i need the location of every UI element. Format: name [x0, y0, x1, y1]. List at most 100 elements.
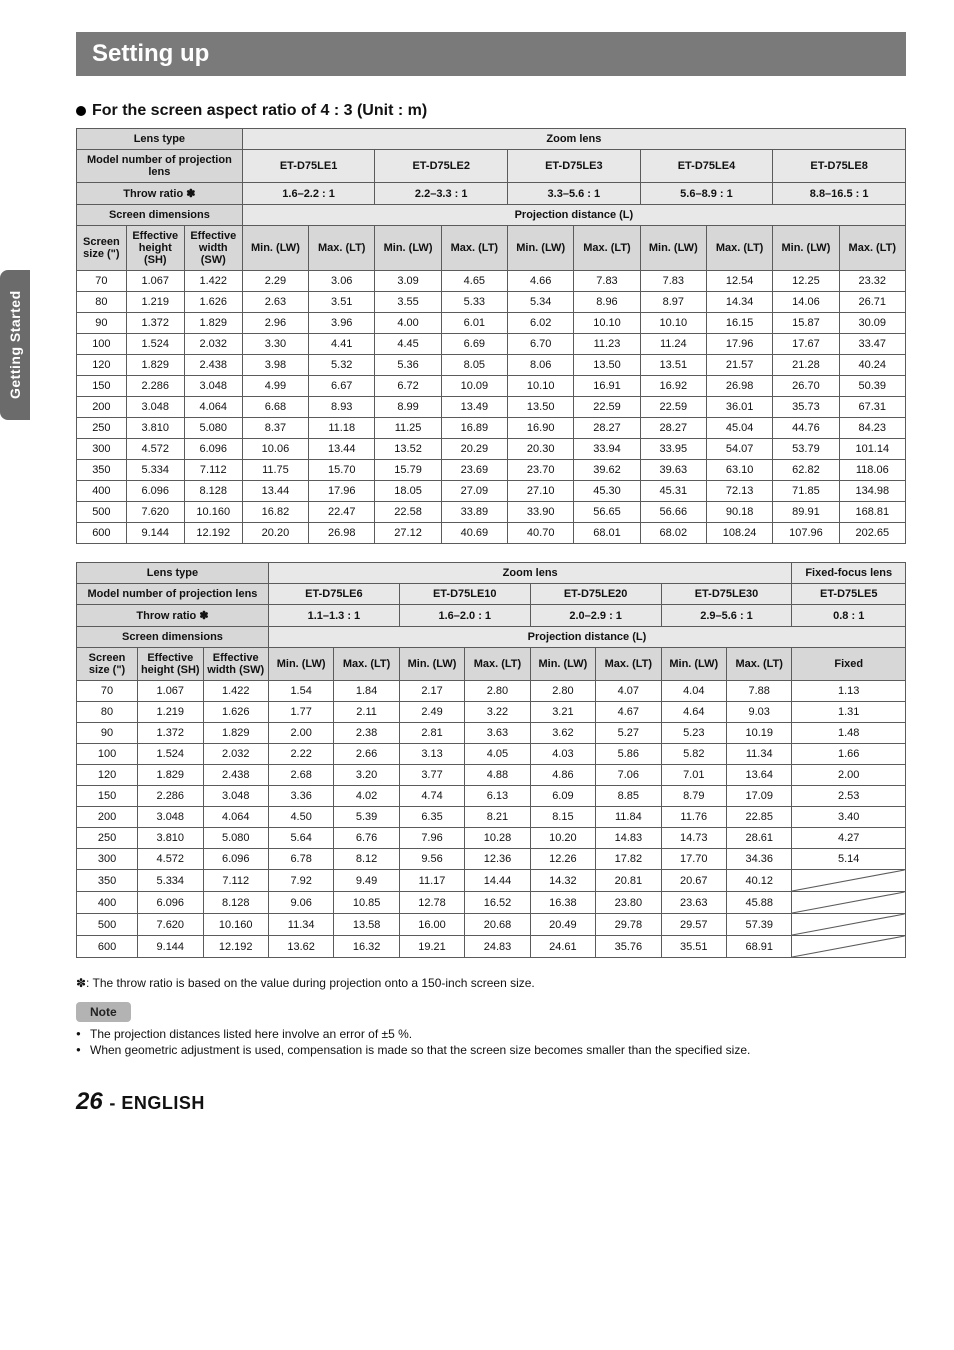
table-cell: 18.05	[375, 481, 441, 502]
table-row: 2003.0484.0644.505.396.358.218.1511.8411…	[77, 807, 906, 828]
table-cell: 1.829	[126, 355, 184, 376]
table-cell: 4.03	[530, 744, 595, 765]
table-cell: 13.44	[242, 481, 308, 502]
table-cell: 63.10	[706, 460, 772, 481]
throw-ratio: 1.1–1.3 : 1	[268, 605, 399, 627]
table-cell: 2.68	[268, 765, 333, 786]
table-cell: 23.80	[596, 892, 661, 914]
table-cell: 26.98	[309, 523, 375, 544]
table-cell: 29.78	[596, 914, 661, 936]
table-cell: 1.77	[268, 702, 333, 723]
table-cell: 14.32	[530, 870, 595, 892]
table-cell: 29.57	[661, 914, 726, 936]
table-cell: 4.41	[309, 334, 375, 355]
lens-type-header: Lens type	[77, 563, 269, 584]
table-row: 701.0671.4222.293.063.094.654.667.837.83…	[77, 271, 906, 292]
table-cell: 2.22	[268, 744, 333, 765]
table-cell: 50.39	[839, 376, 905, 397]
table-cell: 7.01	[661, 765, 726, 786]
table-row: 1502.2863.0483.364.024.746.136.098.858.7…	[77, 786, 906, 807]
page-number: 26 - ENGLISH	[76, 1088, 906, 1116]
eff-width-header: Effective width (SW)	[203, 648, 268, 681]
table-row: 6009.14412.19213.6216.3219.2124.8324.613…	[77, 936, 906, 958]
table-cell: 1.829	[138, 765, 203, 786]
table-cell: 11.34	[727, 744, 792, 765]
table-cell: 8.21	[465, 807, 530, 828]
table-cell: 4.572	[138, 849, 203, 870]
table-cell: 13.51	[640, 355, 706, 376]
min-lw-header: Min. (LW)	[268, 648, 333, 681]
table-cell: 33.94	[574, 439, 640, 460]
table-cell: 26.70	[773, 376, 839, 397]
table-cell: 11.18	[309, 418, 375, 439]
table-cell: 7.88	[727, 681, 792, 702]
table-row: 5007.62010.16016.8222.4722.5833.8933.905…	[77, 502, 906, 523]
table-cell: 3.21	[530, 702, 595, 723]
table-cell: 108.24	[706, 523, 772, 544]
table-cell: 14.06	[773, 292, 839, 313]
table-cell: 68.02	[640, 523, 706, 544]
table-cell: 2.286	[126, 376, 184, 397]
table-cell: 7.112	[184, 460, 242, 481]
table-cell: 5.39	[334, 807, 399, 828]
table-cell: 7.83	[640, 271, 706, 292]
table-cell: 5.080	[203, 828, 268, 849]
table-cell: 26.98	[706, 376, 772, 397]
side-tab: Getting Started	[0, 270, 30, 420]
table-cell: 12.192	[184, 523, 242, 544]
table-cell: 17.82	[596, 849, 661, 870]
min-lw-header: Min. (LW)	[661, 648, 726, 681]
model-number-header: Model number of projection lens	[77, 150, 243, 183]
page: Getting Started Setting up For the scree…	[0, 0, 954, 1156]
table-cell: 1.84	[334, 681, 399, 702]
note-list: The projection distances listed here inv…	[76, 1026, 906, 1058]
table-cell: 350	[77, 870, 138, 892]
table-cell: 1.626	[184, 292, 242, 313]
screen-dim-header: Screen dimensions	[77, 205, 243, 226]
lens-table-2: Lens type Zoom lens Fixed-focus lens Mod…	[76, 562, 906, 958]
table-cell: 3.62	[530, 723, 595, 744]
table-cell: 200	[77, 807, 138, 828]
table-cell: 16.82	[242, 502, 308, 523]
table-cell: 56.66	[640, 502, 706, 523]
table-cell: 2.49	[399, 702, 464, 723]
table-cell: 2.11	[334, 702, 399, 723]
table-cell: 13.58	[334, 914, 399, 936]
table-cell: 5.64	[268, 828, 333, 849]
table-cell: 11.75	[242, 460, 308, 481]
max-lt-header: Max. (LT)	[574, 226, 640, 271]
table-cell: 22.59	[640, 397, 706, 418]
table-row: 5007.62010.16011.3413.5816.0020.6820.492…	[77, 914, 906, 936]
table-cell: 3.09	[375, 271, 441, 292]
table-cell: 6.096	[184, 439, 242, 460]
table-cell: 8.128	[203, 892, 268, 914]
table-cell: 28.27	[574, 418, 640, 439]
table-cell: 3.55	[375, 292, 441, 313]
table-cell: 16.32	[334, 936, 399, 958]
table-cell: 9.03	[727, 702, 792, 723]
table-cell: 4.67	[596, 702, 661, 723]
table-cell: 17.96	[706, 334, 772, 355]
table-cell: 20.20	[242, 523, 308, 544]
min-lw-header: Min. (LW)	[508, 226, 574, 271]
table-cell: 1.372	[126, 313, 184, 334]
table-cell: 11.34	[268, 914, 333, 936]
table-cell: 500	[77, 914, 138, 936]
table-cell: 2.286	[138, 786, 203, 807]
table-cell: 12.25	[773, 271, 839, 292]
table-body: 701.0671.4222.293.063.094.654.667.837.83…	[77, 271, 906, 544]
table-cell: 6.76	[334, 828, 399, 849]
table-cell: 4.86	[530, 765, 595, 786]
table-cell: 62.82	[773, 460, 839, 481]
table-cell: 100	[77, 744, 138, 765]
table-cell: 5.14	[792, 849, 906, 870]
table-cell: 27.09	[441, 481, 507, 502]
table-cell: 84.23	[839, 418, 905, 439]
table-cell: 250	[77, 418, 127, 439]
table-header: Lens type Zoom lens Model number of proj…	[77, 129, 906, 271]
min-lw-header: Min. (LW)	[640, 226, 706, 271]
table-cell: 12.78	[399, 892, 464, 914]
table-cell: 16.52	[465, 892, 530, 914]
lens-type-header: Lens type	[77, 129, 243, 150]
max-lt-header: Max. (LT)	[596, 648, 661, 681]
